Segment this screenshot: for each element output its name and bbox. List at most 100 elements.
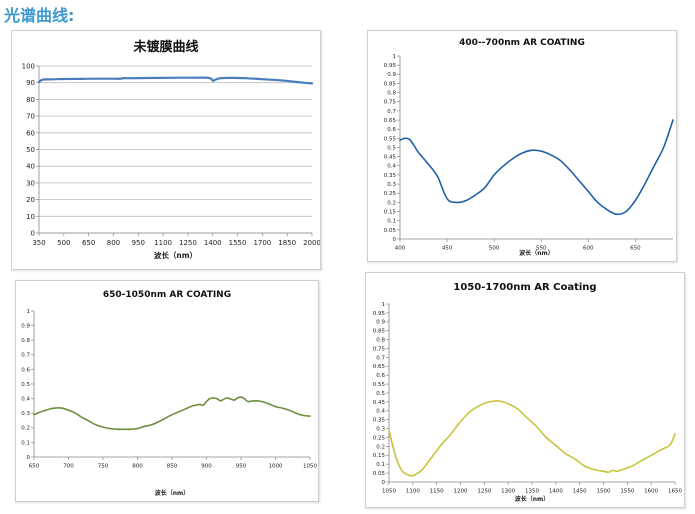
series-line [388, 400, 676, 477]
x-tick-label: 1000 [269, 464, 283, 470]
x-tick-label: 950 [132, 239, 145, 247]
y-tick-label: 0 [31, 229, 35, 237]
y-tick-label: 70 [26, 113, 35, 121]
x-tick-label: 650 [29, 464, 40, 470]
y-tick-label: 0.2 [376, 444, 385, 450]
x-tick-label: 1400 [549, 489, 563, 495]
chart-panel-650-1050: 650-1050nm AR COATING 0 0.1 0.2 0.3 0.4 0.5 0.6… [15, 280, 319, 502]
x-tick-label: 500 [489, 246, 500, 252]
y-tick-label: 0.65 [384, 118, 397, 124]
y-tick-label: 40 [26, 163, 35, 171]
y-tick-label: 0.6 [387, 127, 396, 133]
y-tick-label: 0.6 [376, 373, 385, 379]
y-tick-label: 0.1 [21, 440, 30, 446]
y-tick-label: 0.35 [373, 418, 386, 424]
chart-svg: 未镀膜曲线 0 10 20 30 40 50 60 70 80 90 100 350 500 650 800 9… [22, 39, 320, 260]
x-tick-label: 1400 [204, 239, 222, 247]
x-tick-label: 1200 [454, 489, 468, 495]
y-tick-label: 0.9 [21, 324, 30, 330]
y-tick-label: 0.1 [376, 462, 385, 468]
y-tick-label: 20 [26, 196, 35, 204]
x-tick-label: 850 [167, 464, 178, 470]
x-tick-label: 1100 [406, 489, 420, 495]
y-tick-label: 0.1 [387, 219, 396, 225]
y-tick-label: 0.9 [387, 72, 396, 78]
x-tick-label: 1450 [573, 489, 587, 495]
y-tick-label: 0.9 [376, 320, 385, 326]
y-tick-label: 0.95 [384, 63, 397, 69]
y-tick-label: 1 [393, 54, 397, 60]
y-tick-label: 0.45 [373, 400, 386, 406]
y-tick-label: 0.7 [21, 353, 30, 359]
x-axis-label: 波长（nm） [155, 489, 190, 497]
chart-title: 400--700nm AR COATING [459, 38, 585, 48]
y-tick-label: 0.65 [373, 364, 386, 370]
y-tick-label: 0.25 [384, 191, 397, 197]
y-tick-label: 0.85 [384, 81, 397, 87]
y-tick-label: 50 [26, 146, 35, 154]
x-tick-label: 750 [98, 464, 109, 470]
y-tick-label: 0.2 [387, 200, 396, 206]
page-section-title: 光谱曲线: [4, 6, 75, 25]
y-tick-label: 0.3 [387, 182, 396, 188]
x-tick-label: 350 [32, 239, 45, 247]
y-tick-label: 100 [22, 62, 35, 70]
x-tick-label: 550 [536, 246, 547, 252]
x-tick-label: 600 [583, 246, 594, 252]
chart-svg: 1050-1700nm AR Coating 0 0.05 0.1 0.15 0.2 0.2… [373, 282, 683, 503]
y-tick-label: 0.6 [21, 367, 30, 373]
x-tick-label: 1300 [501, 489, 515, 495]
y-tick-label: 0.95 [373, 311, 386, 317]
y-tick-label: 0.05 [373, 471, 386, 477]
x-tick-label: 1250 [477, 489, 491, 495]
x-tick-label: 1850 [278, 239, 296, 247]
x-tick-label: 1500 [597, 489, 611, 495]
x-tick-label: 1350 [525, 489, 539, 495]
chart-panel-400-700: 400--700nm AR COATING 0 0.05 0.1 0.15 0.2 0.25… [367, 30, 677, 262]
chart-title: 650-1050nm AR COATING [103, 290, 231, 300]
chart-svg: 400--700nm AR COATING 0 0.05 0.1 0.15 0.2 0.25… [384, 38, 674, 257]
x-axis-label: 波长（nm） [515, 495, 550, 503]
y-tick-label: 0.8 [387, 91, 396, 97]
x-tick-label: 1700 [253, 239, 271, 247]
y-tick-label: 0.75 [373, 346, 386, 352]
y-tick-label: 0.25 [373, 435, 386, 441]
y-tick-label: 0.4 [376, 409, 385, 415]
y-tick-label: 0.8 [21, 338, 30, 344]
y-tick-label: 0.4 [21, 397, 30, 403]
x-tick-label: 500 [57, 239, 70, 247]
y-tick-label: 0 [382, 480, 386, 486]
x-tick-label: 1050 [303, 464, 317, 470]
chart-panel-uncoated: 未镀膜曲线 0 10 20 30 40 50 60 70 80 90 100 350 500 650 800 9… [11, 30, 321, 270]
y-tick-label: 0.4 [387, 164, 396, 170]
y-tick-label: 0.3 [376, 427, 385, 433]
y-tick-label: 0.35 [384, 173, 397, 179]
series-line [33, 396, 311, 431]
chart-panel-1050-1700: 1050-1700nm AR Coating 0 0.05 0.1 0.15 0.2 0.2… [365, 272, 685, 508]
y-tick-label: 30 [26, 179, 35, 187]
y-tick-label: 0.7 [376, 355, 385, 361]
x-axis-label: 波长（nm） [154, 250, 197, 260]
y-tick-label: 10 [26, 213, 35, 221]
x-axis-label: 波长（nm） [519, 249, 554, 257]
y-tick-label: 0.15 [384, 209, 397, 215]
y-tick-label: 90 [26, 79, 35, 87]
y-tick-label: 0.7 [387, 109, 396, 115]
x-tick-label: 1650 [668, 489, 682, 495]
y-tick-label: 0.2 [21, 426, 30, 432]
y-tick-label: 0.5 [21, 382, 30, 388]
y-tick-label: 1 [27, 309, 31, 315]
x-tick-label: 950 [236, 464, 247, 470]
y-tick-label: 0.15 [373, 453, 386, 459]
x-tick-label: 1550 [229, 239, 247, 247]
x-tick-label: 800 [132, 464, 143, 470]
x-tick-label: 1550 [620, 489, 634, 495]
x-tick-label: 1600 [644, 489, 658, 495]
y-tick-label: 0.8 [376, 338, 385, 344]
x-tick-label: 2000 [303, 239, 320, 247]
x-tick-label: 650 [82, 239, 95, 247]
x-tick-label: 1250 [179, 239, 197, 247]
x-tick-label: 800 [107, 239, 120, 247]
y-tick-label: 60 [26, 129, 35, 137]
y-tick-label: 0.05 [384, 228, 397, 234]
